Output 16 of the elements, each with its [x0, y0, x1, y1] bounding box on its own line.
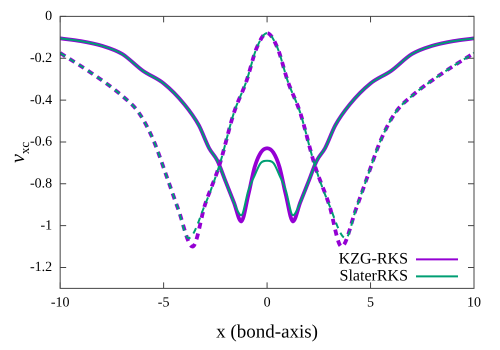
legend-label: SlaterRKS	[340, 268, 408, 285]
y-tick-label: -1.2	[30, 260, 52, 276]
y-tick-label: -0.8	[30, 176, 52, 192]
y-tick-label: -0.4	[30, 92, 52, 108]
x-tick-label: 0	[264, 295, 271, 310]
y-axis-title: vxc	[7, 142, 32, 163]
legend-label: KZG-RKS	[338, 250, 408, 268]
x-axis-title: x (bond-axis)	[216, 322, 318, 343]
x-tick-label: 5	[367, 295, 374, 310]
x-tick-label: -10	[50, 295, 70, 310]
y-tick-label: -1	[40, 218, 52, 234]
y-tick-label: -0.2	[30, 50, 52, 66]
x-tick-label: -5	[158, 295, 170, 310]
y-tick-label: 0	[45, 9, 52, 24]
x-tick-label: 10	[467, 295, 481, 310]
y-tick-label: -0.6	[30, 134, 52, 150]
